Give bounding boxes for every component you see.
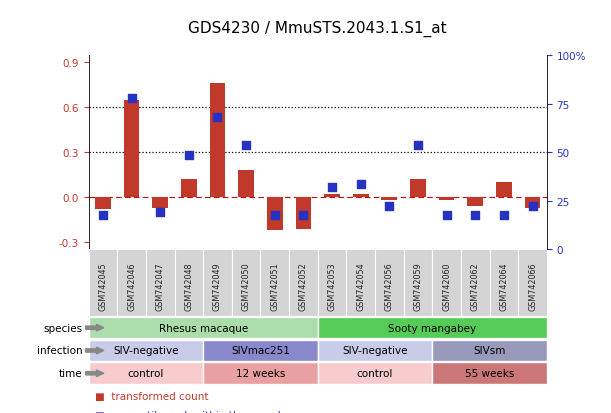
Text: ■  percentile rank within the sample: ■ percentile rank within the sample: [95, 410, 287, 413]
Bar: [433, 363, 547, 384]
Point: [241, 142, 251, 149]
Bar: [381, 197, 397, 201]
Text: time: time: [59, 368, 82, 378]
Bar: [318, 363, 433, 384]
Bar: [181, 180, 197, 197]
Bar: [117, 250, 146, 316]
Bar: [89, 363, 203, 384]
Text: GSM742047: GSM742047: [156, 262, 165, 311]
Bar: [318, 317, 547, 339]
Bar: [375, 250, 404, 316]
Text: 12 weeks: 12 weeks: [236, 368, 285, 378]
Text: GSM742062: GSM742062: [470, 262, 480, 311]
Bar: [496, 183, 512, 197]
Bar: [175, 250, 203, 316]
Bar: [203, 250, 232, 316]
Point: [213, 114, 222, 121]
Bar: [324, 195, 340, 197]
Bar: [467, 197, 483, 206]
Bar: [95, 197, 111, 209]
Bar: [89, 340, 203, 361]
Text: GSM742066: GSM742066: [528, 262, 537, 311]
Bar: [89, 317, 318, 339]
Text: Sooty mangabey: Sooty mangabey: [388, 323, 477, 333]
Point: [499, 212, 509, 219]
Text: GSM742054: GSM742054: [356, 262, 365, 311]
Text: GSM742048: GSM742048: [185, 262, 193, 311]
Bar: [203, 340, 318, 361]
Text: GSM742059: GSM742059: [414, 262, 422, 311]
Bar: [489, 250, 518, 316]
Point: [356, 181, 365, 188]
Text: SIVsm: SIVsm: [474, 346, 506, 356]
Bar: [433, 250, 461, 316]
Point: [442, 212, 452, 219]
Point: [270, 212, 280, 219]
Text: Rhesus macaque: Rhesus macaque: [158, 323, 248, 333]
Point: [413, 142, 423, 149]
Text: GSM742056: GSM742056: [385, 262, 394, 311]
Text: SIV-negative: SIV-negative: [342, 346, 408, 356]
Bar: [267, 197, 283, 230]
Text: species: species: [43, 323, 82, 333]
Point: [384, 203, 394, 210]
Bar: [152, 197, 168, 208]
Text: ■  transformed count: ■ transformed count: [95, 392, 208, 401]
Text: SIV-negative: SIV-negative: [113, 346, 178, 356]
Bar: [410, 180, 426, 197]
Bar: [89, 250, 117, 316]
Point: [327, 185, 337, 191]
Bar: [203, 363, 318, 384]
Bar: [404, 250, 433, 316]
Point: [528, 203, 538, 210]
Text: GSM742064: GSM742064: [499, 262, 508, 311]
Bar: [346, 250, 375, 316]
Text: 55 weeks: 55 weeks: [465, 368, 514, 378]
Bar: [353, 195, 368, 197]
Text: GSM742052: GSM742052: [299, 262, 308, 311]
Text: GSM742050: GSM742050: [241, 262, 251, 311]
Point: [299, 212, 309, 219]
Bar: [146, 250, 175, 316]
Bar: [232, 250, 260, 316]
Text: GSM742060: GSM742060: [442, 262, 451, 311]
Text: GDS4230 / MmuSTS.2043.1.S1_at: GDS4230 / MmuSTS.2043.1.S1_at: [188, 21, 447, 37]
Point: [155, 209, 165, 216]
Bar: [296, 197, 311, 229]
Text: GSM742051: GSM742051: [270, 262, 279, 311]
Point: [126, 96, 136, 102]
Text: GSM742053: GSM742053: [327, 262, 337, 311]
Bar: [439, 197, 455, 201]
Text: SIVmac251: SIVmac251: [231, 346, 290, 356]
Point: [184, 152, 194, 159]
Bar: [461, 250, 489, 316]
Text: GSM742049: GSM742049: [213, 262, 222, 311]
Bar: [433, 340, 547, 361]
Text: GSM742045: GSM742045: [98, 262, 108, 311]
Text: control: control: [357, 368, 393, 378]
Point: [98, 212, 108, 219]
Bar: [260, 250, 289, 316]
Bar: [123, 100, 139, 197]
Bar: [518, 250, 547, 316]
Text: control: control: [128, 368, 164, 378]
Bar: [238, 171, 254, 197]
Bar: [525, 197, 540, 208]
Bar: [318, 340, 433, 361]
Text: GSM742046: GSM742046: [127, 262, 136, 311]
Bar: [210, 84, 225, 197]
Text: infection: infection: [37, 346, 82, 356]
Point: [470, 212, 480, 219]
Bar: [318, 250, 346, 316]
Bar: [289, 250, 318, 316]
